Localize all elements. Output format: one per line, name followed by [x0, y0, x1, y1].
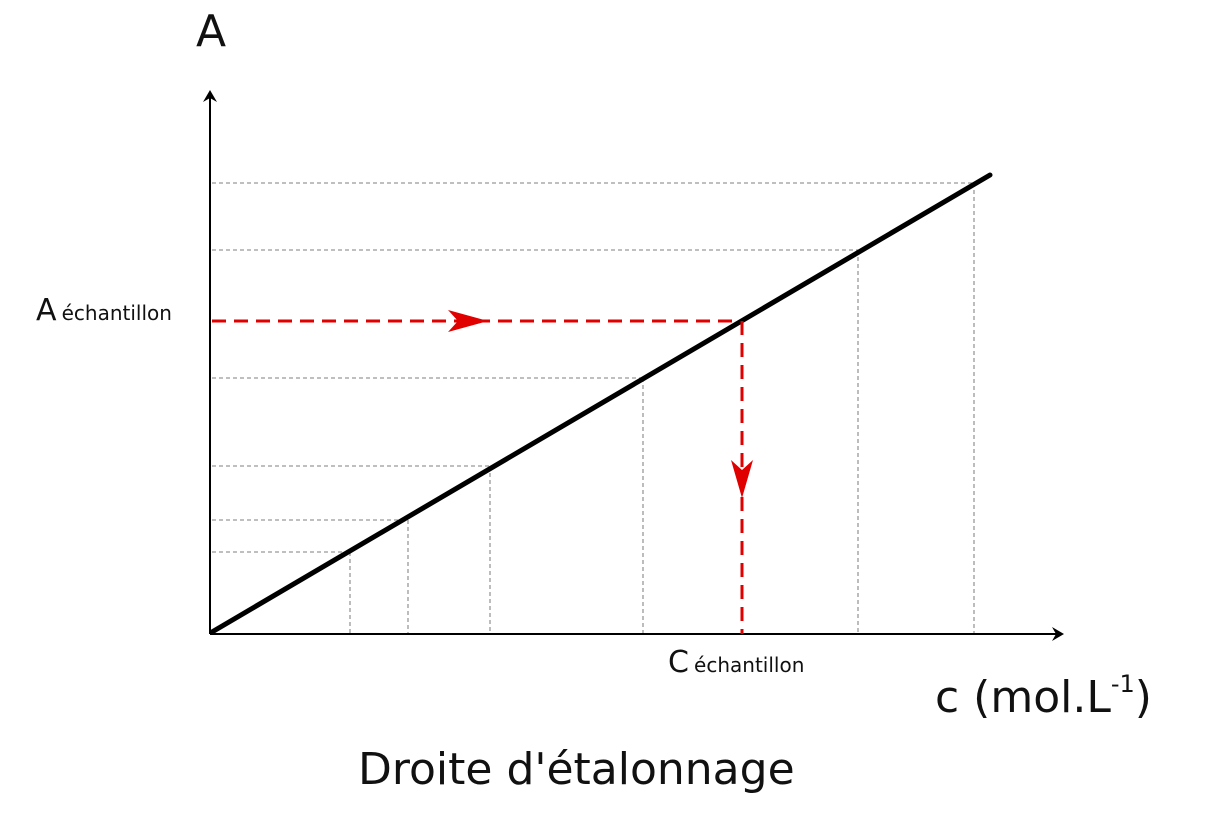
calibration-line — [209, 172, 993, 635]
y-axis-label: A — [196, 6, 227, 57]
x-axis-label-main: c (mol.L — [935, 672, 1111, 723]
sample-concentration-sub: échantillon — [694, 653, 805, 677]
guide-lines — [212, 182, 975, 634]
arrow-right-icon — [448, 310, 488, 332]
sample-absorbance-main: A — [36, 293, 57, 328]
sample-absorbance-label: A échantillon — [36, 296, 172, 326]
x-axis-label: c (mol.L-1) — [935, 672, 1152, 720]
x-axis-label-sup: -1 — [1110, 670, 1135, 698]
sample-concentration-label: C échantillon — [668, 648, 804, 678]
sample-absorbance-sub: échantillon — [61, 301, 172, 325]
arrow-down-icon — [731, 460, 753, 498]
diagram-title: Droite d'étalonnage — [358, 744, 795, 795]
sample-concentration-main: C — [668, 645, 689, 680]
x-axis-label-close: ) — [1134, 672, 1152, 723]
